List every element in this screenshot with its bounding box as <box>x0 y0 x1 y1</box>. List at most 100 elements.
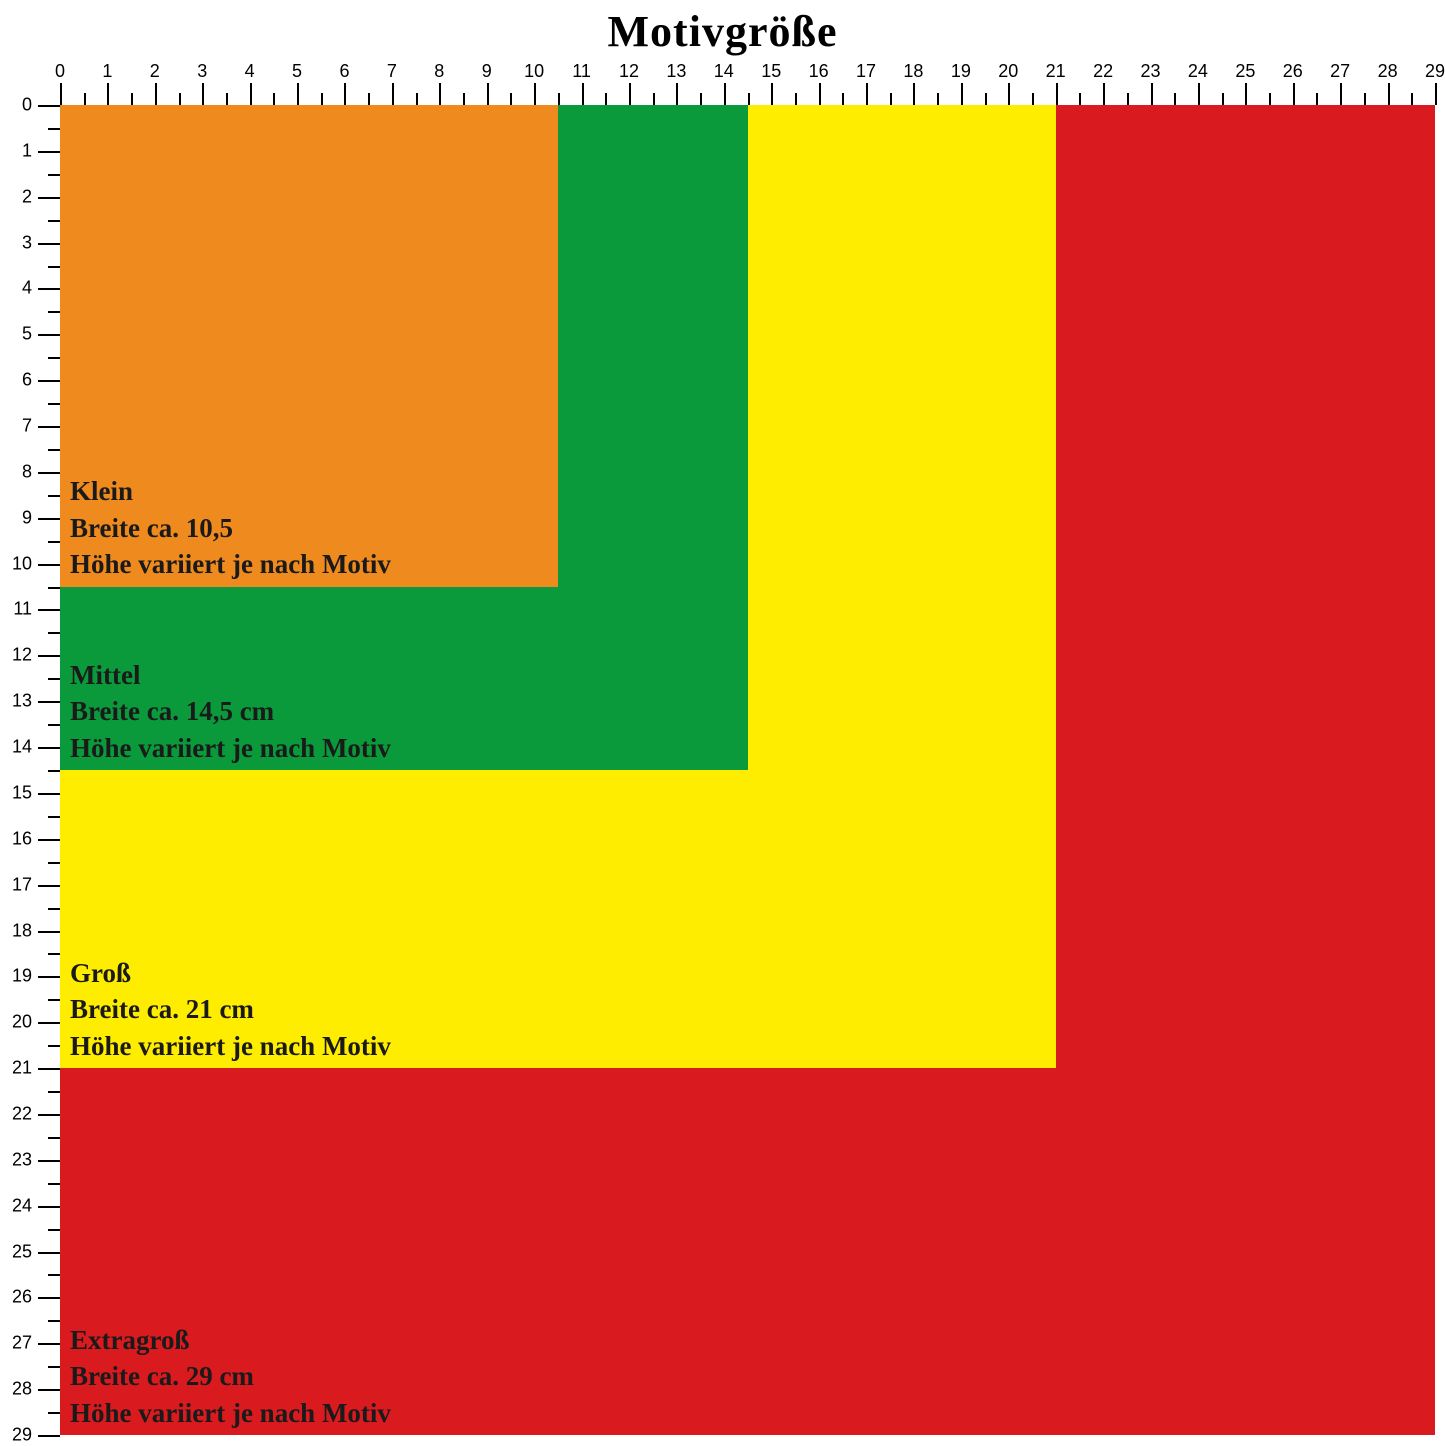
size-box-label-mittel: MittelBreite ca. 14,5 cmHöhe variiert je… <box>70 657 391 766</box>
ruler-tick-minor <box>48 220 60 222</box>
ruler-tick <box>38 701 60 703</box>
ruler-tick <box>38 334 60 336</box>
ruler-tick-minor <box>48 266 60 268</box>
ruler-tick-minor <box>1079 93 1081 105</box>
ruler-tick <box>38 1160 60 1162</box>
ruler-tick <box>1388 83 1390 105</box>
ruler-tick <box>771 83 773 105</box>
ruler-tick-minor <box>558 93 560 105</box>
size-diagram: Motivgröße 01234567891011121314151617181… <box>0 0 1445 1445</box>
ruler-tick <box>38 839 60 841</box>
ruler-tick-minor <box>48 174 60 176</box>
ruler-label: 20 <box>998 61 1018 82</box>
ruler-tick <box>1293 83 1295 105</box>
ruler-tick <box>38 1114 60 1116</box>
ruler-label: 11 <box>13 599 32 620</box>
ruler-tick <box>202 83 204 105</box>
ruler-tick <box>38 243 60 245</box>
ruler-tick <box>629 83 631 105</box>
ruler-tick <box>38 151 60 153</box>
ruler-tick-minor <box>1411 93 1413 105</box>
ruler-label: 2 <box>150 61 160 82</box>
ruler-tick-minor <box>842 93 844 105</box>
ruler-label: 23 <box>12 1149 32 1170</box>
ruler-tick <box>1340 83 1342 105</box>
ruler-tick <box>392 83 394 105</box>
ruler-tick <box>819 83 821 105</box>
ruler-tick-minor <box>1032 93 1034 105</box>
ruler-tick <box>250 83 252 105</box>
ruler-tick-minor <box>48 816 60 818</box>
ruler-tick-minor <box>1316 93 1318 105</box>
ruler-tick <box>724 83 726 105</box>
ruler-tick-minor <box>48 1320 60 1322</box>
ruler-tick-minor <box>48 1412 60 1414</box>
ruler-tick <box>60 83 62 105</box>
size-box-klein: KleinBreite ca. 10,5Höhe variiert je nac… <box>60 105 558 587</box>
ruler-tick <box>487 83 489 105</box>
ruler-label: 16 <box>12 828 32 849</box>
ruler-tick-minor <box>937 93 939 105</box>
ruler-label: 10 <box>524 61 544 82</box>
ruler-tick <box>1435 83 1437 105</box>
ruler-tick <box>38 518 60 520</box>
ruler-tick-minor <box>748 93 750 105</box>
ruler-label: 13 <box>666 61 686 82</box>
ruler-tick-minor <box>48 128 60 130</box>
ruler-label: 3 <box>197 61 207 82</box>
ruler-tick-minor <box>273 93 275 105</box>
ruler-label: 21 <box>12 1058 32 1079</box>
ruler-label: 1 <box>22 140 32 161</box>
ruler-tick-minor <box>48 999 60 1001</box>
ruler-tick-minor <box>48 678 60 680</box>
ruler-label: 20 <box>12 1012 32 1033</box>
ruler-tick-minor <box>48 632 60 634</box>
ruler-tick-minor <box>48 587 60 589</box>
ruler-tick <box>913 83 915 105</box>
ruler-label: 4 <box>22 278 32 299</box>
ruler-tick-minor <box>48 1229 60 1231</box>
ruler-label: 19 <box>12 966 32 987</box>
ruler-tick-minor <box>48 449 60 451</box>
ruler-label: 6 <box>339 61 349 82</box>
ruler-tick-minor <box>510 93 512 105</box>
ruler-label: 3 <box>22 232 32 253</box>
ruler-label: 24 <box>12 1195 32 1216</box>
ruler-tick-minor <box>48 862 60 864</box>
plot-area: ExtragroßBreite ca. 29 cmHöhe variiert j… <box>60 105 1435 1435</box>
ruler-tick <box>155 83 157 105</box>
ruler-tick <box>1245 83 1247 105</box>
ruler-tick <box>38 1022 60 1024</box>
ruler-label: 18 <box>903 61 923 82</box>
ruler-label: 11 <box>572 61 591 82</box>
ruler-tick-minor <box>84 93 86 105</box>
ruler-label: 17 <box>856 61 876 82</box>
ruler-tick <box>961 83 963 105</box>
ruler-label: 1 <box>102 61 112 82</box>
ruler-label: 9 <box>482 61 492 82</box>
ruler-label: 7 <box>387 61 397 82</box>
ruler-label: 22 <box>12 1103 32 1124</box>
ruler-tick-minor <box>1364 93 1366 105</box>
ruler-tick-minor <box>605 93 607 105</box>
ruler-tick <box>439 83 441 105</box>
ruler-label: 29 <box>12 1425 32 1446</box>
ruler-tick <box>38 1297 60 1299</box>
ruler-tick-minor <box>48 724 60 726</box>
size-box-label-gross: GroßBreite ca. 21 cmHöhe variiert je nac… <box>70 955 391 1064</box>
ruler-tick-minor <box>1269 93 1271 105</box>
ruler-tick <box>38 609 60 611</box>
ruler-label: 17 <box>12 874 32 895</box>
ruler-left: 0123456789101112131415161718192021222324… <box>10 105 60 1435</box>
ruler-tick <box>38 793 60 795</box>
ruler-tick <box>534 83 536 105</box>
ruler-tick-minor <box>48 953 60 955</box>
ruler-label: 0 <box>55 61 65 82</box>
ruler-label: 26 <box>1283 61 1303 82</box>
ruler-label: 7 <box>22 416 32 437</box>
ruler-tick-minor <box>700 93 702 105</box>
ruler-tick-minor <box>48 357 60 359</box>
ruler-tick-minor <box>48 1045 60 1047</box>
ruler-tick-minor <box>985 93 987 105</box>
ruler-top: 0123456789101112131415161718192021222324… <box>60 65 1435 105</box>
